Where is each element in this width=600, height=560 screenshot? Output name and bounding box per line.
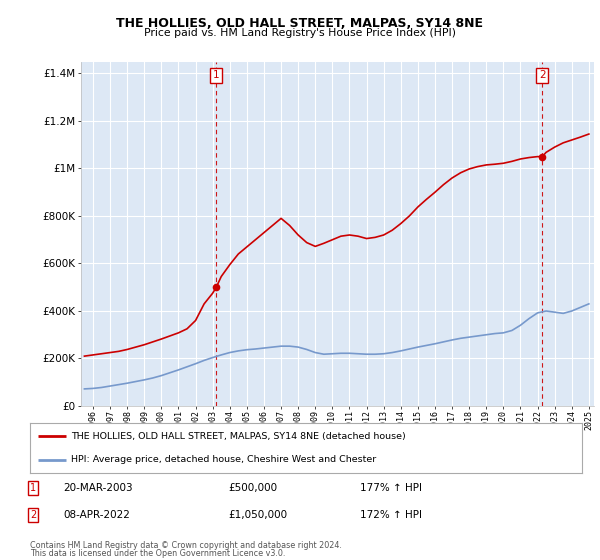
Text: £1,050,000: £1,050,000 [228, 510, 287, 520]
Text: HPI: Average price, detached house, Cheshire West and Chester: HPI: Average price, detached house, Ches… [71, 455, 377, 464]
Text: 2: 2 [539, 71, 545, 81]
Text: 20-MAR-2003: 20-MAR-2003 [63, 483, 133, 493]
Text: 172% ↑ HPI: 172% ↑ HPI [360, 510, 422, 520]
Text: THE HOLLIES, OLD HALL STREET, MALPAS, SY14 8NE (detached house): THE HOLLIES, OLD HALL STREET, MALPAS, SY… [71, 432, 406, 441]
Text: 1: 1 [30, 483, 36, 493]
Text: Contains HM Land Registry data © Crown copyright and database right 2024.: Contains HM Land Registry data © Crown c… [30, 541, 342, 550]
Text: Price paid vs. HM Land Registry's House Price Index (HPI): Price paid vs. HM Land Registry's House … [144, 28, 456, 38]
Text: 1: 1 [213, 71, 220, 81]
Text: This data is licensed under the Open Government Licence v3.0.: This data is licensed under the Open Gov… [30, 549, 286, 558]
Text: THE HOLLIES, OLD HALL STREET, MALPAS, SY14 8NE: THE HOLLIES, OLD HALL STREET, MALPAS, SY… [116, 17, 484, 30]
Text: 08-APR-2022: 08-APR-2022 [63, 510, 130, 520]
Text: 2: 2 [30, 510, 36, 520]
Text: 177% ↑ HPI: 177% ↑ HPI [360, 483, 422, 493]
Text: £500,000: £500,000 [228, 483, 277, 493]
